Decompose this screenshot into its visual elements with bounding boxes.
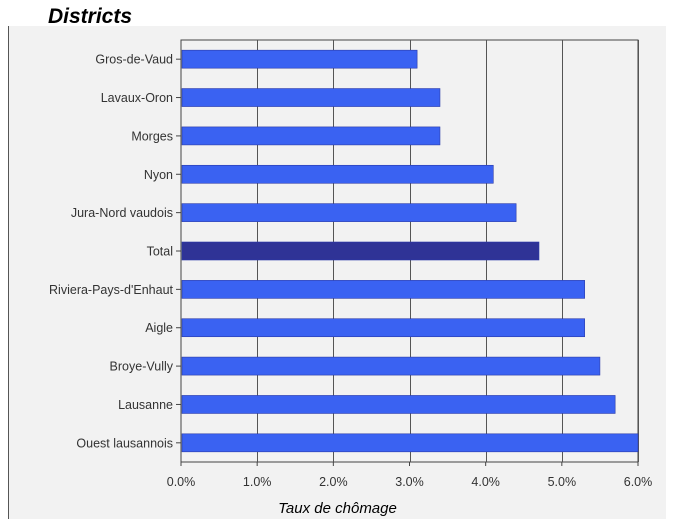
- category-label: Total: [147, 245, 173, 259]
- category-label: Aigle: [145, 321, 173, 335]
- x-tick-label: 0.0%: [167, 475, 196, 489]
- x-tick-label: 6.0%: [624, 475, 653, 489]
- category-label: Ouest lausannois: [76, 436, 173, 450]
- category-label: Gros-de-Vaud: [95, 53, 173, 67]
- x-tick-label: 4.0%: [471, 475, 500, 489]
- x-tick-label: 3.0%: [395, 475, 424, 489]
- bar: [181, 318, 585, 338]
- bar: [181, 126, 441, 146]
- x-axis-title: Taux de chômage: [278, 500, 397, 517]
- bar: [181, 395, 616, 414]
- category-label: Lavaux-Oron: [101, 91, 173, 105]
- category-label: Nyon: [144, 168, 173, 182]
- category-label: Jura-Nord vaudois: [71, 206, 173, 220]
- bar: [181, 203, 517, 222]
- category-label: Lausanne: [118, 398, 173, 412]
- bar: [181, 433, 639, 453]
- x-tick-label: 2.0%: [319, 475, 348, 489]
- bar: [181, 49, 418, 69]
- category-label: Broye-Vully: [110, 360, 174, 374]
- category-label: Morges: [131, 129, 173, 143]
- chart-title: Districts: [48, 5, 133, 28]
- bar: [181, 356, 601, 376]
- bar: [181, 164, 494, 184]
- bar: [181, 280, 585, 299]
- x-tick-label: 5.0%: [548, 475, 577, 489]
- bar: [181, 241, 540, 261]
- x-tick-label: 1.0%: [243, 475, 272, 489]
- bar: [181, 88, 441, 107]
- category-label: Riviera-Pays-d'Enhaut: [49, 283, 173, 297]
